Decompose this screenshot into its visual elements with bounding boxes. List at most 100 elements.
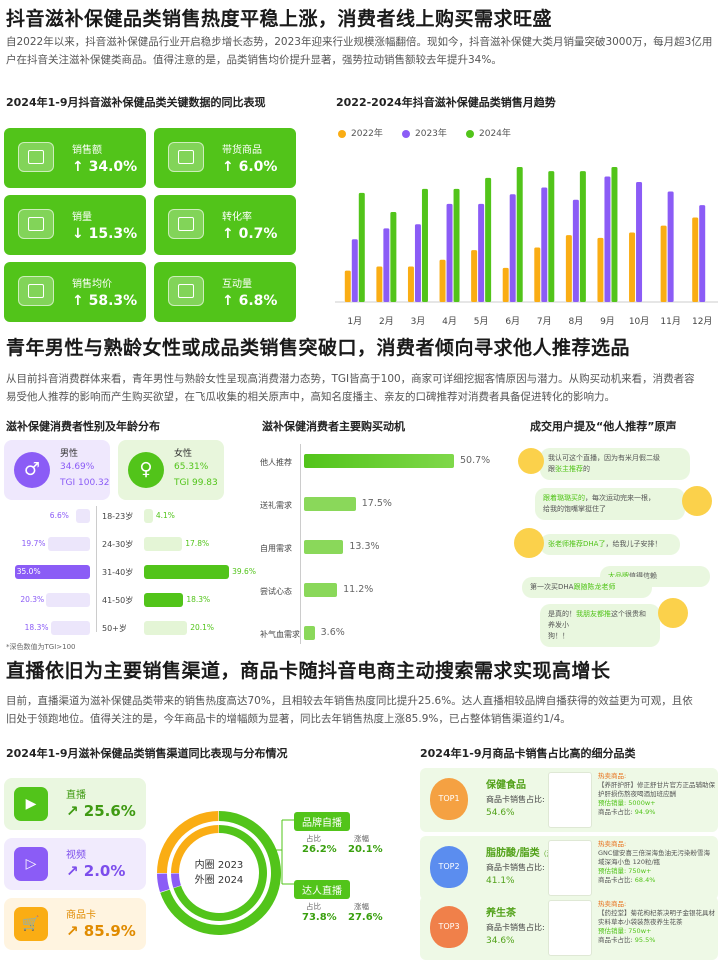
male-age-bar	[75, 509, 90, 523]
self-live-growth-label: 涨幅	[354, 834, 369, 843]
male-pct: 34.69%	[60, 462, 95, 472]
motive-value: 50.7%	[460, 455, 491, 466]
channel-name: 直播	[66, 790, 86, 801]
channel-card-product-card: 🛒 商品卡 ↗ 85.9%	[4, 898, 146, 950]
kol-live-share: 73.8%	[302, 912, 337, 923]
voice-bubble: 张老师推荐DHA了，给我儿子安排！	[540, 534, 680, 555]
bar-2023年-1月	[351, 239, 358, 302]
motive-bar	[304, 583, 338, 597]
cart-icon: 🛒	[14, 907, 48, 941]
bar-2024年-7月	[548, 171, 555, 302]
motive-label: 补气血需求	[260, 630, 300, 639]
age-axis-divider	[96, 506, 97, 632]
kpi-label: 销量	[72, 212, 92, 223]
inner-ring-segment-商品卡	[171, 825, 219, 873]
male-icon: ♂	[14, 452, 50, 488]
channel-title: 2024年1-9月滋补保健品类销售渠道同比表现与分布情况	[6, 747, 288, 760]
conversion-icon	[168, 209, 204, 239]
bar-2023年-2月	[383, 228, 390, 302]
section3-paragraph: 目前，直播渠道为滋补保健品类带来的销售热度高达70%，且相较去年销售热度同比提升…	[6, 695, 693, 725]
top-category-card-3: TOP3 养生茶 商品卡销售占比: 34.6% 热卖商品: 【药控堂】菊花枸杞茶…	[420, 896, 718, 960]
bar-2023年-9月	[604, 176, 611, 302]
bar-2023年-11月	[667, 191, 674, 302]
motive-bar	[304, 540, 344, 554]
bar-2022年-10月	[629, 232, 636, 302]
bar-2023年-10月	[636, 182, 643, 302]
male-age-value: 35.0%	[16, 567, 41, 576]
kpi-card-interaction: 互动量 ↑ 6.8%	[154, 262, 296, 322]
x-tick-label: 6月	[505, 316, 520, 327]
x-tick-label: 2月	[379, 316, 394, 327]
kpi-value: ↑ 58.3%	[72, 293, 138, 309]
category-name: 保健食品	[486, 780, 526, 791]
female-age-value: 18.3%	[186, 595, 211, 604]
legend-dot	[466, 129, 474, 138]
female-age-value: 4.1%	[155, 511, 175, 520]
kpi-label: 带货商品	[222, 145, 262, 156]
male-age-bar	[50, 621, 90, 635]
motive-label: 他人推荐	[260, 458, 292, 467]
bar-2024年-2月	[390, 212, 397, 302]
age-group-label: 50+岁	[102, 624, 127, 633]
channel-growth: ↗ 2.0%	[66, 862, 126, 880]
section2-paragraph: 从目前抖音消费群体来看，青年男性与熟龄女性呈现高消费潜力态势，TGI皆高于100…	[6, 373, 695, 403]
bar-2023年-6月	[509, 194, 516, 302]
self-live-growth: 20.1%	[348, 844, 383, 855]
voice-title: 成交用户提及“他人推荐”原声	[530, 420, 677, 433]
female-label: 女性	[174, 449, 193, 459]
interaction-icon	[168, 276, 204, 306]
category-share-label: 商品卡销售占比:	[486, 795, 545, 804]
motive-value: 13.3%	[349, 541, 380, 552]
bar-2024年-9月	[611, 167, 618, 302]
male-age-bar	[47, 537, 90, 551]
product-icon	[168, 142, 204, 172]
bar-2022年-8月	[565, 235, 572, 302]
motive-title: 滋补保健消费者主要购买动机	[262, 420, 405, 433]
kol-live-tag: 达人直播	[294, 880, 350, 899]
bar-2024年-5月	[485, 177, 492, 302]
category-name: 养生茶	[486, 908, 516, 919]
bar-2022年-2月	[376, 266, 383, 302]
kpi-card-sales: 销售额 ↑ 34.0%	[4, 128, 146, 188]
voice-bubble: 是真的！我朋友都推这个很贵和养发小 狗！！	[540, 604, 660, 647]
age-group-label: 18-23岁	[102, 512, 134, 521]
motive-label: 自用需求	[260, 544, 292, 553]
female-age-bar	[144, 509, 153, 523]
section1-paragraph: 自2022年以来，抖音滋补保健品行业开启稳步增长态势，2023年迎来行业规模涨幅…	[6, 36, 713, 66]
bar-2022年-9月	[597, 237, 604, 302]
self-live-share: 26.2%	[302, 844, 337, 855]
bar-2022年-6月	[502, 267, 509, 302]
female-age-value: 39.6%	[232, 567, 256, 576]
bar-2024年-3月	[421, 188, 428, 302]
age-group-label: 24-30岁	[102, 540, 134, 549]
male-age-bar	[46, 593, 90, 607]
female-age-bar	[144, 565, 230, 579]
channel-name: 视频	[66, 850, 86, 861]
female-icon: ♀	[128, 452, 164, 488]
kpi-label: 销售额	[72, 145, 102, 156]
bar-2023年-4月	[446, 203, 453, 302]
category-share-label: 商品卡销售占比:	[486, 863, 545, 872]
legend-dot	[338, 129, 346, 138]
legend-item-2024: 2024年	[466, 129, 511, 139]
bar-2023年-3月	[414, 224, 421, 302]
bar-2023年-8月	[572, 199, 579, 302]
bar-2023年-7月	[541, 187, 548, 302]
male-age-bar	[14, 565, 90, 579]
emoji-heart-eyes-icon	[514, 528, 544, 558]
product-image	[548, 772, 592, 828]
motive-label: 送礼需求	[260, 501, 292, 510]
self-live-share-label: 占比	[306, 834, 321, 843]
bar-2023年-5月	[478, 203, 485, 302]
live-icon: ▶	[14, 787, 48, 821]
male-card: ♂ 男性 34.69% TGI 100.32	[4, 440, 110, 500]
trend-bar-chart: 1月 2月 3月 4月 5月 6月 7月 8月 9月 10月 11月 12月	[335, 167, 718, 327]
female-age-value: 17.8%	[185, 539, 210, 548]
category-share-label: 商品卡销售占比:	[486, 923, 545, 932]
kpi-card-conversion: 转化率 ↑ 0.7%	[154, 195, 296, 255]
kpi-value: ↑ 0.7%	[222, 226, 278, 242]
product-image	[548, 900, 592, 956]
bar-2024年-1月	[358, 192, 365, 302]
kol-live-growth-label: 涨幅	[354, 902, 369, 911]
motive-bar	[304, 454, 454, 468]
